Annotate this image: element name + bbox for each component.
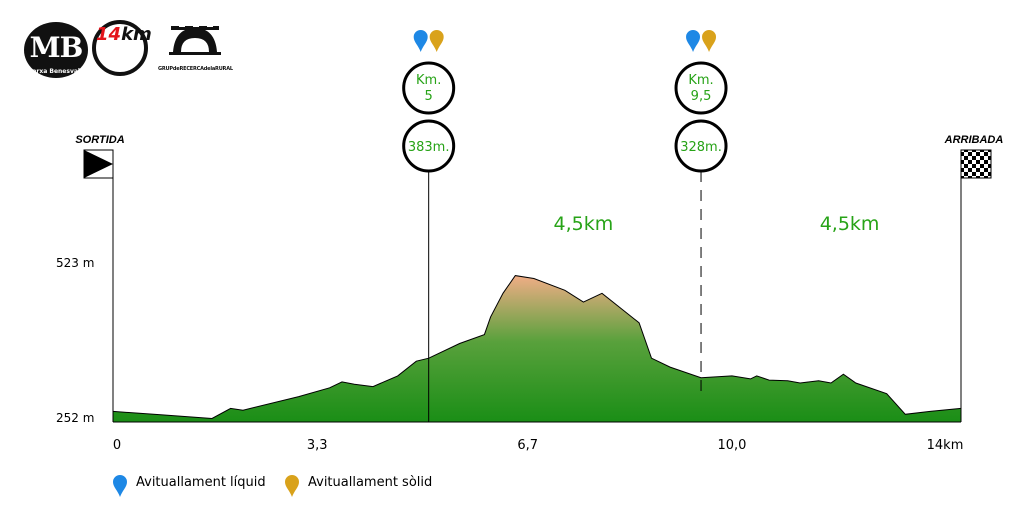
blue-pin-icon [413,30,428,52]
x-tick-label: 6,7 [517,438,538,453]
legend-label: Avituallament líquid [136,475,266,490]
segment-distance-label: 4,5km [554,213,614,235]
altitude-badge-value: 328m. [680,140,722,155]
elevation-outline [112,275,962,420]
dolmen-icon [169,24,221,55]
x-tick-label: 0 [113,438,121,453]
x-tick-label: 10,0 [718,438,747,453]
legend: Avituallament líquid Avituallament sòlid [113,475,432,497]
y-tick-label: 523 m [56,256,94,270]
logo-km-unit: km [121,24,152,45]
logo-mb-initials: MB [29,31,84,64]
y-tick-labels: 523 m 252 m [56,256,94,425]
x-tick-label: 3,3 [307,438,328,453]
start-flag-icon [84,150,113,178]
km-badge [674,61,728,115]
aid-station-1: Km.5 383m. [402,30,456,422]
finish-marker: ARRIBADA [944,134,1004,422]
y-tick-label: 252 m [56,411,94,425]
km-badge-label: Km. [688,73,713,88]
aid-station-2: Km.9,5 328m. [674,30,728,392]
x-tick-labels: 0 3,3 6,7 10,0 14km [113,438,964,453]
elevation-area [113,275,961,422]
km-badge [402,61,456,115]
km-badge-value: 9,5 [691,89,712,104]
logo-km-number: 14 [96,24,122,45]
blue-pin-icon [113,475,127,497]
blue-pin-icon [686,30,701,52]
grup-recerca-logo: GRUPdeRECERCAdelaRURAL [158,22,233,74]
gold-pin-icon [702,30,717,52]
legend-item: Avituallament sòlid [285,475,432,497]
segment-labels: 4,5km 4,5km [554,213,880,235]
start-marker: SORTIDA [75,134,125,422]
logo-mb-subtitle: Marxa Benesvalls [26,68,86,75]
km-badge-label: Km. [416,73,441,88]
checkered-flag-icon [960,149,992,179]
gold-pin-icon [285,475,299,497]
legend-label: Avituallament sòlid [308,475,432,490]
legend-item: Avituallament líquid [113,475,266,497]
start-label: SORTIDA [75,134,124,146]
x-tick-label: 14km [927,438,964,453]
distance-14km-logo: 14km [92,20,152,76]
logo-grup-text: GRUPdeRECERCAdelaRURAL [158,66,233,72]
km-badge-value: 5 [425,89,433,104]
altitude-badge-value: 383m. [408,140,450,155]
finish-label: ARRIBADA [944,134,1004,146]
segment-distance-label: 4,5km [820,213,880,235]
marxa-benesvalls-logo: MB Marxa Benesvalls [24,22,88,78]
gold-pin-icon [429,30,444,52]
